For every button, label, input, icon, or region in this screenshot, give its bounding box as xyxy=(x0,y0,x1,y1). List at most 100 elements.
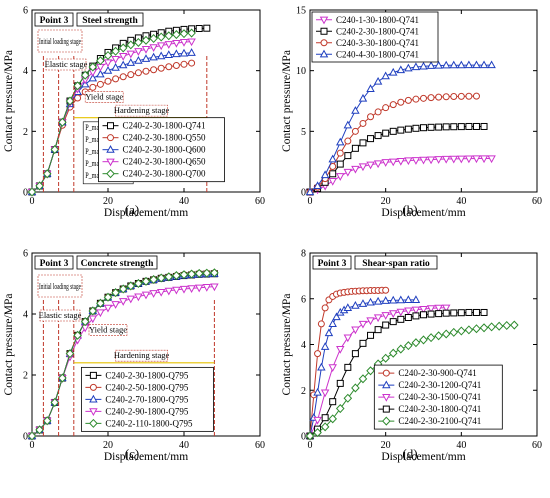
data-point xyxy=(388,67,398,76)
annotation-yield: Yield stage xyxy=(89,324,127,334)
data-point xyxy=(351,144,359,152)
legend-marker xyxy=(320,39,328,47)
legend-marker xyxy=(382,416,391,426)
legend-marker xyxy=(89,371,97,379)
data-point xyxy=(381,71,390,80)
data-point xyxy=(404,125,412,133)
y-tick-label: 0 xyxy=(301,188,306,199)
data-point xyxy=(397,98,405,106)
data-point xyxy=(487,322,496,332)
data-point xyxy=(134,69,142,77)
data-point xyxy=(157,64,165,72)
data-point xyxy=(96,298,105,308)
annotation-box xyxy=(84,91,124,103)
data-point xyxy=(156,51,166,60)
y-tick-label: 6 xyxy=(23,6,28,17)
legend-marker xyxy=(89,418,98,428)
data-point xyxy=(450,123,458,131)
data-point xyxy=(194,284,204,293)
data-point xyxy=(404,295,413,303)
data-point xyxy=(472,155,481,164)
legend-marker xyxy=(89,394,98,403)
data-point xyxy=(366,366,375,376)
data-point xyxy=(112,75,120,83)
y-tick-label: 0 xyxy=(23,432,28,443)
data-point xyxy=(479,323,489,333)
data-point xyxy=(150,66,158,74)
data-point xyxy=(373,296,383,305)
annotation-hardening: Hardening stage xyxy=(114,350,170,360)
data-point xyxy=(388,295,398,304)
data-point xyxy=(411,338,421,348)
data-point xyxy=(396,344,406,354)
data-point xyxy=(103,50,113,61)
series-line-3 xyxy=(309,95,477,193)
data-point xyxy=(479,155,489,164)
data-point xyxy=(187,48,196,56)
data-point xyxy=(126,295,136,304)
data-point xyxy=(210,268,219,278)
data-point xyxy=(195,25,203,33)
label-box xyxy=(76,12,144,27)
y-tick-label: 4 xyxy=(23,310,28,321)
annotation-box xyxy=(45,58,87,71)
data-point xyxy=(427,310,435,318)
data-point xyxy=(404,96,412,104)
data-point xyxy=(388,348,398,358)
data-point xyxy=(89,83,97,91)
data-point xyxy=(118,60,128,69)
data-point xyxy=(164,272,174,282)
data-point xyxy=(382,321,390,329)
data-point xyxy=(305,187,315,196)
data-point xyxy=(426,305,436,313)
data-point xyxy=(141,35,151,45)
data-point xyxy=(412,312,420,320)
data-point xyxy=(42,169,52,179)
x-tick-label: 20 xyxy=(381,440,391,451)
data-point xyxy=(179,270,189,280)
data-point xyxy=(382,104,390,112)
data-point xyxy=(397,315,405,323)
data-point xyxy=(435,310,443,318)
annotation-elastic: Elastic stage xyxy=(39,310,82,320)
data-point xyxy=(328,414,337,424)
data-point xyxy=(404,307,413,316)
data-point xyxy=(88,315,98,324)
label-box-text: Steel strength xyxy=(82,16,138,26)
data-point xyxy=(329,398,337,406)
data-point xyxy=(103,59,113,68)
y-tick-label: 15 xyxy=(296,6,306,17)
data-point xyxy=(335,404,345,414)
data-point xyxy=(328,154,337,163)
data-point xyxy=(396,295,406,304)
data-point xyxy=(187,28,196,38)
data-point xyxy=(111,288,120,298)
data-point xyxy=(172,49,181,58)
legend-entry: C240-2-30-1800-Q650 xyxy=(123,157,206,167)
data-point xyxy=(358,320,368,329)
legend-marker xyxy=(382,369,390,377)
data-point xyxy=(420,94,427,102)
data-point xyxy=(435,123,443,131)
data-point xyxy=(420,124,427,132)
data-point xyxy=(449,327,459,337)
y-tick-label: 2 xyxy=(23,127,28,138)
data-point xyxy=(164,31,174,41)
legend-box xyxy=(81,366,214,432)
data-point xyxy=(465,308,473,316)
legend-entry: C240-2-30-1800-Q741 xyxy=(398,404,481,414)
data-point xyxy=(103,304,113,313)
data-point xyxy=(336,149,344,157)
data-point xyxy=(134,293,143,302)
legend-entry: C240-4-30-1800-Q741 xyxy=(336,49,419,59)
data-point xyxy=(367,331,375,339)
data-point xyxy=(464,325,474,335)
data-point xyxy=(412,124,420,132)
data-point xyxy=(210,283,219,292)
data-point xyxy=(172,62,180,70)
data-point xyxy=(420,311,427,319)
data-point xyxy=(134,278,143,289)
data-point xyxy=(96,80,104,88)
data-point xyxy=(434,331,443,341)
data-point xyxy=(434,60,443,69)
